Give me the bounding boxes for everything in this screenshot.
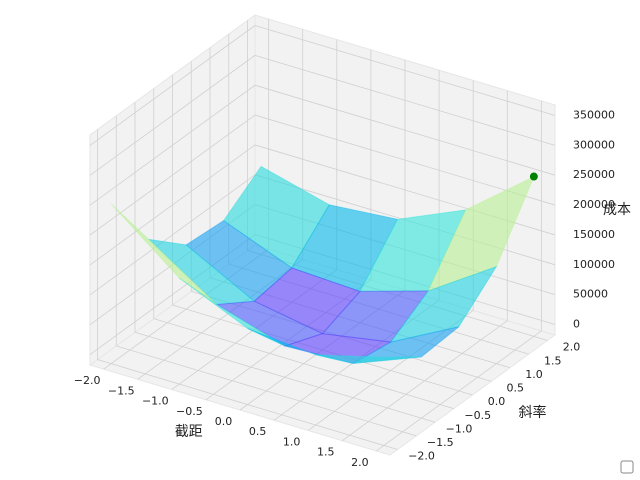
x-tick-label: −1.5 <box>108 384 135 397</box>
grid-line <box>89 25 256 146</box>
grid-line <box>254 84 556 176</box>
y-tick-label: 0.0 <box>488 395 506 408</box>
y-tick-label: 2.0 <box>563 341 581 354</box>
grid-line <box>89 55 256 176</box>
z-tick-label: 0 <box>573 318 580 331</box>
y-tick-label: −2.0 <box>408 450 435 463</box>
x-tick-label: 0.0 <box>215 415 233 428</box>
z-tick-label: 150000 <box>573 228 615 241</box>
grid-line <box>254 25 556 116</box>
z-tick-label: 350000 <box>573 108 615 121</box>
z-tick-label: 100000 <box>573 258 615 271</box>
grid-line <box>254 114 556 206</box>
z-axis-title: 成本 <box>603 202 631 218</box>
grid-line <box>89 174 256 296</box>
y-tick-label: −1.5 <box>427 436 454 449</box>
surface-patch <box>389 265 498 343</box>
grid-line <box>89 114 256 236</box>
grid-line <box>153 318 454 410</box>
x-tick-label: 2.0 <box>351 456 369 469</box>
x-axis-title: 截距 <box>175 424 203 440</box>
y-tick-label: 1.5 <box>544 354 562 367</box>
y-tick-label: 0.5 <box>507 382 525 395</box>
x-tick-label: −2.0 <box>74 374 101 387</box>
grid-line <box>134 331 436 423</box>
z-tick-label: 200000 <box>573 198 615 211</box>
toolbar-icon[interactable] <box>620 460 634 474</box>
grid-line <box>97 359 398 450</box>
grid-line <box>116 345 417 437</box>
x-tick-label: −1.0 <box>142 395 169 408</box>
labels: −2.0−1.5−1.0−0.50.00.51.01.52.0 −2.0−1.5−… <box>74 108 631 468</box>
x-tick-label: −0.5 <box>176 405 203 418</box>
z-tick-label: 300000 <box>573 138 615 151</box>
z-tick-label: 250000 <box>573 168 615 181</box>
x-tick-label: 1.5 <box>317 446 335 459</box>
x-tick-label: 1.0 <box>283 435 301 448</box>
grid-line <box>89 84 256 206</box>
y-tick-label: −1.0 <box>446 422 473 435</box>
surface-patch <box>315 354 422 364</box>
y-axis-title: 斜率 <box>519 404 547 421</box>
y-tick-label: −0.5 <box>464 409 491 422</box>
highlight-point <box>529 172 538 181</box>
z-tick-label: 50000 <box>573 288 608 301</box>
grid-line <box>89 144 256 266</box>
grid-line <box>254 54 556 146</box>
x-tick-label: 0.5 <box>249 425 267 438</box>
surface <box>110 165 538 364</box>
y-tick-label: 1.0 <box>525 368 543 381</box>
